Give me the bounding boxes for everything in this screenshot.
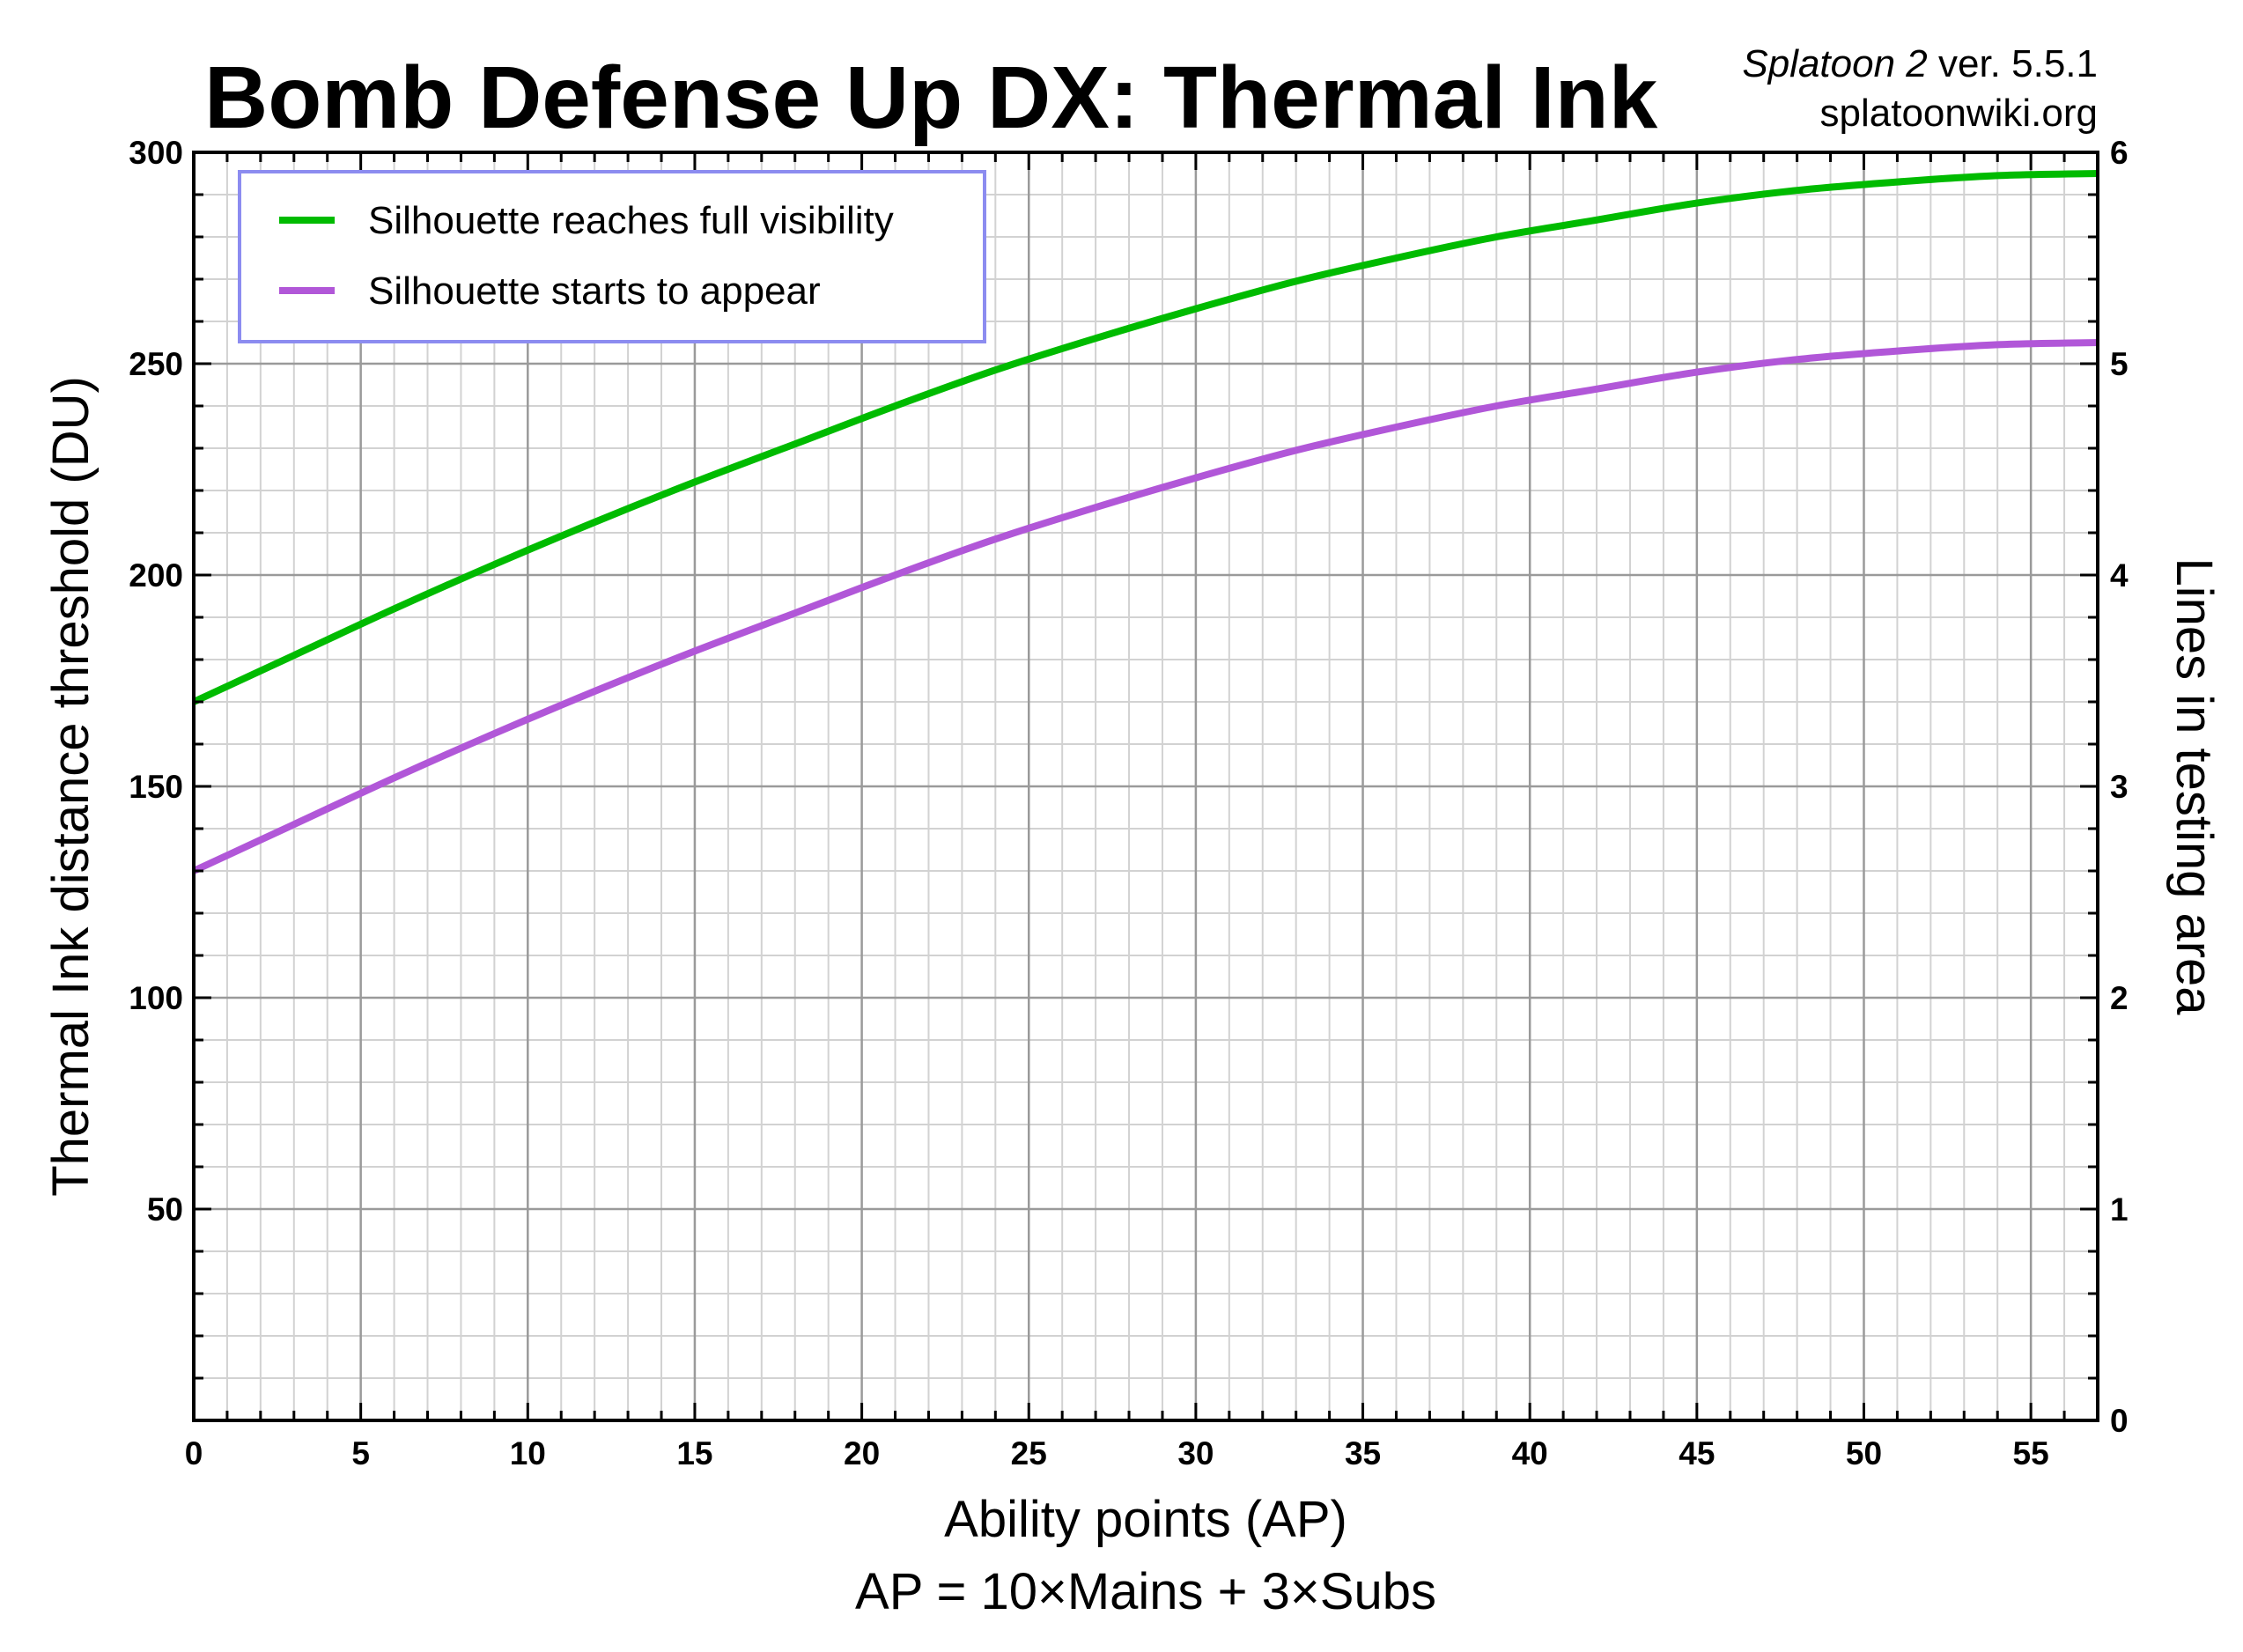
y2-tick-label: 6 bbox=[2110, 135, 2129, 171]
y2-tick-label: 0 bbox=[2110, 1403, 2129, 1439]
x-tick-label: 10 bbox=[510, 1435, 546, 1471]
x-tick-label: 55 bbox=[2013, 1435, 2049, 1471]
y2-tick-label: 4 bbox=[2110, 557, 2129, 594]
tick-labels: 0 5 10 15 20 25 30 35 40 45 50 55501001502002503000… bbox=[129, 135, 2129, 1471]
y-tick-label: 50 bbox=[147, 1191, 183, 1228]
legend-box bbox=[238, 170, 986, 343]
legend-label-starts-to-appear: Silhouette starts to appear bbox=[368, 269, 821, 313]
x-tick-label: 5 bbox=[351, 1435, 370, 1471]
y-tick-label: 150 bbox=[129, 769, 183, 805]
legend: Silhouette reaches full visibility Silho… bbox=[238, 170, 986, 343]
ticks-layer bbox=[192, 151, 2099, 1422]
series-line-starts-to-appear bbox=[192, 339, 2099, 874]
credit-site: splatoonwiki.org bbox=[1820, 92, 2099, 135]
x-tick-label: 35 bbox=[1345, 1435, 1381, 1471]
chart-title: Bomb Defense Up DX: Thermal Ink bbox=[204, 48, 1658, 147]
x-tick-label: 15 bbox=[676, 1435, 712, 1471]
y2-axis-label: Lines in testing area bbox=[2166, 557, 2223, 1015]
chart-credit: Splatoon 2 ver. 5.5.1 bbox=[1742, 42, 2098, 85]
x-axis-label: Ability points (AP) bbox=[944, 1491, 1347, 1548]
y-tick-label: 250 bbox=[129, 346, 183, 382]
y-tick-label: 100 bbox=[129, 980, 183, 1016]
y2-tick-label: 1 bbox=[2110, 1191, 2129, 1228]
y-tick-label: 200 bbox=[129, 557, 183, 594]
series-line-full-visibility bbox=[192, 170, 2099, 705]
x-tick-label: 30 bbox=[1177, 1435, 1214, 1471]
y-axis-label: Thermal Ink distance threshold (DU) bbox=[42, 376, 100, 1197]
x-tick-label: 20 bbox=[844, 1435, 880, 1471]
x-tick-label: 0 bbox=[185, 1435, 203, 1471]
y2-tick-label: 2 bbox=[2110, 980, 2129, 1016]
legend-label-full-visibility: Silhouette reaches full visibility bbox=[368, 199, 894, 242]
y-tick-label: 300 bbox=[129, 135, 183, 171]
x-axis-sublabel: AP = 10×Mains + 3×Subs bbox=[855, 1563, 1436, 1620]
x-tick-label: 50 bbox=[1846, 1435, 1882, 1471]
credit-version: ver. 5.5.1 bbox=[1928, 42, 2098, 85]
series-layer bbox=[192, 170, 2099, 874]
x-tick-label: 45 bbox=[1679, 1435, 1715, 1471]
y2-tick-label: 5 bbox=[2110, 346, 2129, 382]
x-tick-label: 40 bbox=[1512, 1435, 1548, 1471]
credit-game: Splatoon 2 bbox=[1742, 42, 1927, 85]
y2-tick-label: 3 bbox=[2110, 769, 2129, 805]
x-tick-label: 25 bbox=[1011, 1435, 1047, 1471]
